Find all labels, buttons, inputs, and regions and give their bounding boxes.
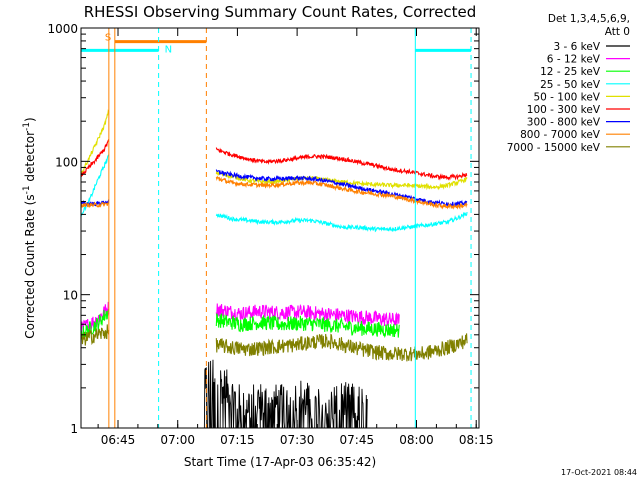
- series-trace: [80, 139, 110, 177]
- x-tick-label: 07:30: [280, 433, 315, 447]
- series-3: [80, 154, 468, 233]
- legend-label: 100 - 300 keV: [527, 104, 601, 116]
- footer-timestamp: 17-Oct-2021 08:44: [561, 468, 637, 477]
- y-tick-label: 1000: [47, 22, 78, 36]
- plot-frame: [80, 27, 480, 429]
- series-trace: [215, 333, 468, 362]
- y-tick-label: 10: [63, 289, 78, 303]
- y-axis-label-part1: Corrected Count Rate (s: [23, 194, 37, 338]
- series-4: [80, 109, 468, 191]
- x-axis-label: Start Time (17-Apr-03 06:35:42): [184, 455, 376, 469]
- x-tick-label: 08:15: [459, 433, 494, 447]
- x-tick-label: 06:45: [101, 433, 136, 447]
- series-trace: [215, 211, 468, 233]
- legend-label: 12 - 25 keV: [540, 66, 601, 78]
- legend-label: 800 - 7000 keV: [520, 129, 601, 141]
- flag-label: S: [105, 33, 111, 44]
- x-tick-label: 08:00: [399, 433, 434, 447]
- flag-label: N: [165, 45, 172, 56]
- legend-label: 25 - 50 keV: [540, 79, 601, 91]
- legend-header-line2: Att 0: [605, 26, 630, 38]
- series-trace: [215, 147, 468, 181]
- series-trace: [215, 169, 468, 208]
- series-trace: [80, 154, 110, 218]
- series-trace: [215, 303, 400, 327]
- legend-label: 6 - 12 keV: [547, 54, 601, 66]
- series-trace: [80, 109, 110, 176]
- legend-label: 7000 - 15000 keV: [507, 142, 601, 154]
- series-5: [80, 139, 468, 181]
- chart-title: RHESSI Observing Summary Count Rates, Co…: [84, 3, 477, 21]
- y-axis-label-part2: detector: [23, 131, 37, 186]
- y-tick-label: 1: [70, 422, 78, 436]
- series-trace: [203, 359, 368, 429]
- x-tick-label: 07:00: [160, 433, 195, 447]
- y-axis-label-sup2: -1: [22, 122, 32, 131]
- y-axis-label-sup1: -1: [22, 185, 32, 194]
- series-8: [80, 324, 468, 362]
- series-trace: [80, 201, 109, 208]
- x-tick-label: 07:45: [340, 433, 375, 447]
- legend-label: 300 - 800 keV: [527, 117, 601, 129]
- series-trace: [215, 313, 400, 339]
- series-7: [80, 175, 468, 210]
- series-trace: [215, 170, 468, 191]
- y-tick-label: 100: [55, 155, 78, 169]
- x-tick-label: 07:15: [220, 433, 255, 447]
- y-axis-label-part3: ): [23, 117, 37, 122]
- series-0: [203, 359, 368, 429]
- series-trace: [80, 324, 110, 346]
- legend-label: 3 - 6 keV: [553, 41, 600, 53]
- legend-label: 50 - 100 keV: [533, 91, 600, 103]
- y-axis-label: Corrected Count Rate (s-1 detector-1): [22, 117, 37, 338]
- series-trace: [215, 175, 468, 210]
- legend-header-line1: Det 1,3,4,5,6,9,: [548, 13, 630, 25]
